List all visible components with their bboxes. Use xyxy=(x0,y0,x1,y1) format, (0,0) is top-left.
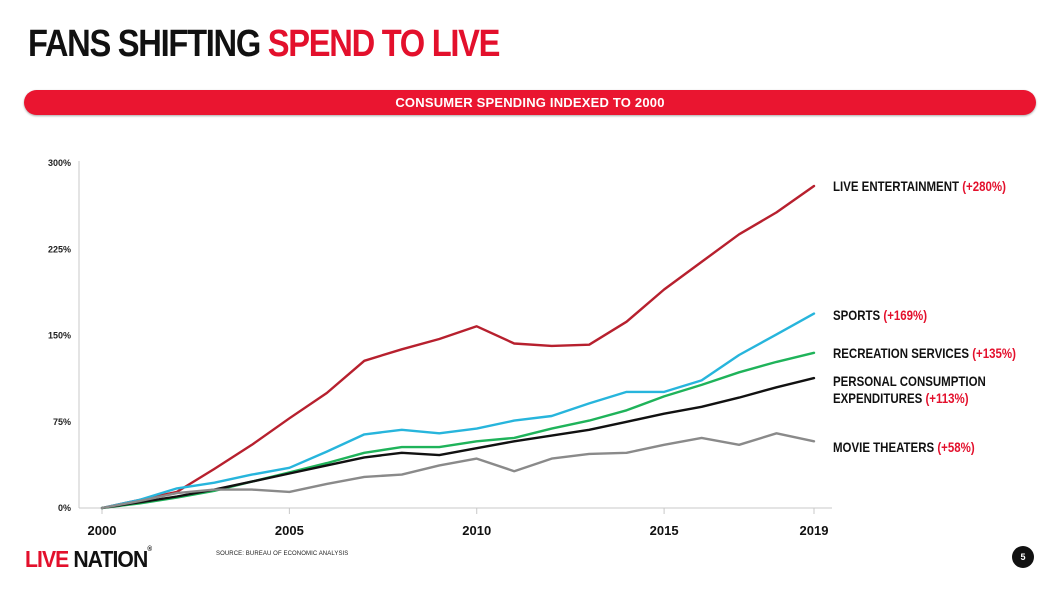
x-tick-label: 2005 xyxy=(275,523,304,538)
page-number: 5 xyxy=(1012,546,1034,568)
x-tick-label: 2010 xyxy=(462,523,491,538)
live-nation-logo: LIVE NATION® xyxy=(25,546,152,572)
series-line-live_entertainment xyxy=(100,184,816,510)
y-tick-label: 300% xyxy=(48,158,71,168)
series-change: (+58%) xyxy=(937,439,974,455)
y-tick-label: 75% xyxy=(53,417,71,427)
chart-lines xyxy=(100,184,816,510)
series-label-sports: SPORTS (+169%) xyxy=(833,307,927,323)
slide-title: FANS SHIFTING SPEND TO LIVE xyxy=(28,22,501,66)
series-line-personal_consumption xyxy=(100,376,816,510)
series-line-sports xyxy=(100,312,816,510)
series-change: (+113%) xyxy=(925,390,968,406)
x-tick-label: 2000 xyxy=(88,523,117,538)
series-label-personal_consumption: PERSONAL CONSUMPTION xyxy=(833,373,986,389)
y-tick-label: 150% xyxy=(48,331,71,341)
series-name: SPORTS xyxy=(833,307,883,323)
series-label-movie_theaters: MOVIE THEATERS (+58%) xyxy=(833,439,975,455)
title-part-2: SPEND TO LIVE xyxy=(267,23,501,65)
series-line-movie_theaters xyxy=(100,432,816,510)
y-tick-label: 225% xyxy=(48,244,71,254)
series-change: (+280%) xyxy=(962,178,1006,194)
series-name: MOVIE THEATERS xyxy=(833,439,937,455)
series-name: RECREATION SERVICES xyxy=(833,345,972,361)
series-name: PERSONAL CONSUMPTION xyxy=(833,373,986,389)
y-tick-label: 0% xyxy=(58,503,71,513)
chart-banner: CONSUMER SPENDING INDEXED TO 2000 xyxy=(24,90,1036,115)
series-name-line2: EXPENDITURES xyxy=(833,390,925,406)
source-note: SOURCE: BUREAU OF ECONOMIC ANALYSIS xyxy=(216,551,349,557)
chart-ticks: 0% 75% 150% 225% 300% 2000 2005 2010 2015 2019 xyxy=(48,158,828,538)
series-label-recreation_services: RECREATION SERVICES (+135%) xyxy=(833,345,1016,361)
chart-axes xyxy=(78,161,832,509)
x-tick-label: 2015 xyxy=(650,523,679,538)
chart-series-labels: LIVE ENTERTAINMENT (+280%) SPORTS (+169%)… xyxy=(833,178,1016,455)
series-label-personal_consumption-line2: EXPENDITURES (+113%) xyxy=(833,390,969,406)
title-part-1: FANS SHIFTING xyxy=(28,23,268,65)
series-change: (+135%) xyxy=(972,345,1016,361)
series-change: (+169%) xyxy=(883,307,927,323)
series-name: LIVE ENTERTAINMENT xyxy=(833,178,962,194)
series-label-live_entertainment: LIVE ENTERTAINMENT (+280%) xyxy=(833,178,1006,194)
x-tick-label: 2019 xyxy=(800,523,829,538)
